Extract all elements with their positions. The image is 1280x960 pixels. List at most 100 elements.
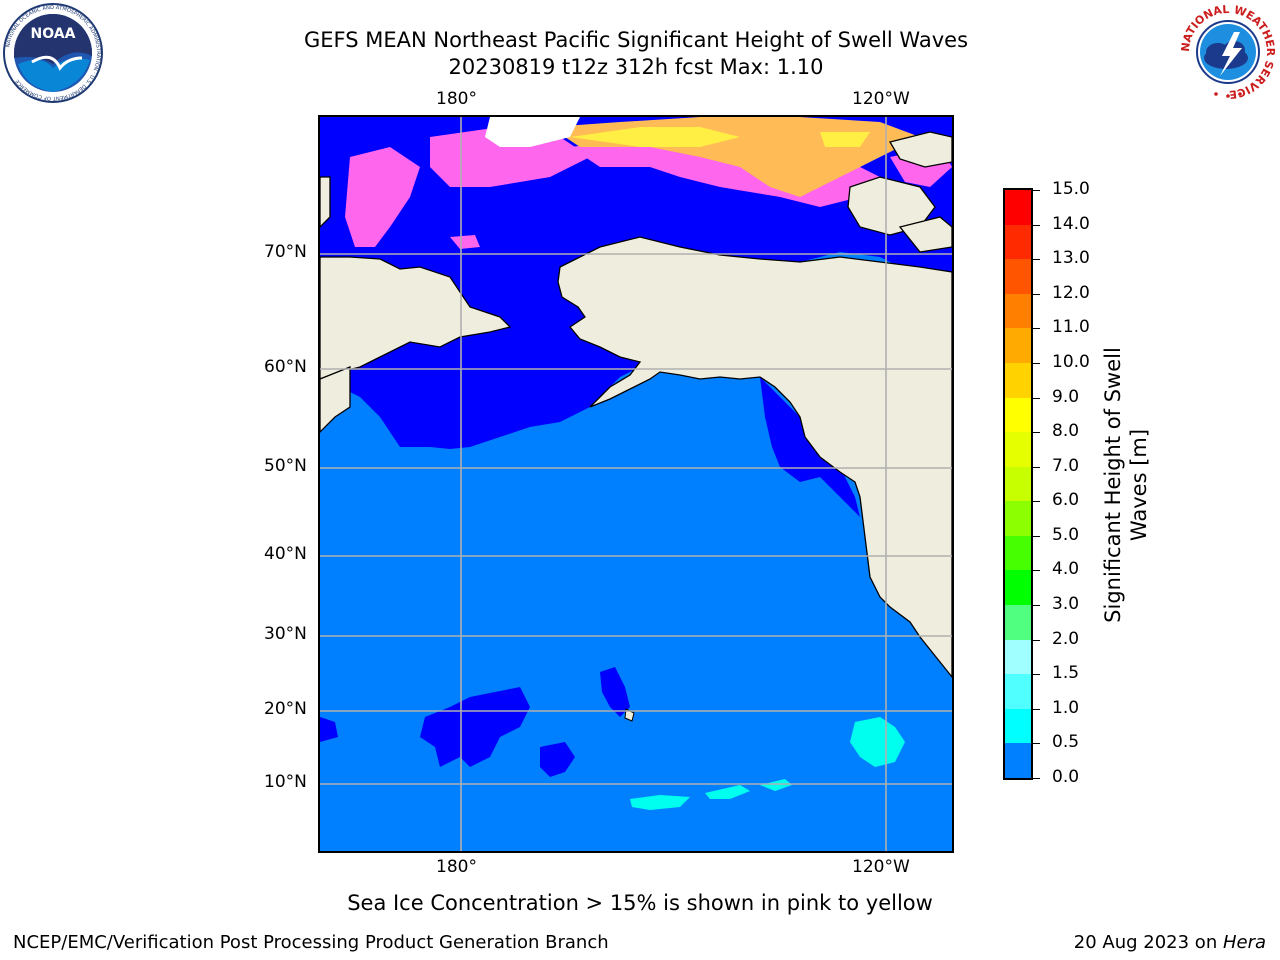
colorbar-tick-label: 7.0 <box>1052 455 1080 476</box>
land-north-america <box>557 236 952 679</box>
cyan-patch-1 <box>850 717 905 767</box>
lat-label-40n: 40°N <box>264 544 307 564</box>
colorbar <box>1003 188 1033 780</box>
lon-label-bottom-120w: 120°W <box>852 857 910 877</box>
colorbar-segment <box>1005 259 1031 295</box>
colorbar-tick-label: 14.0 <box>1052 213 1090 234</box>
lat-label-50n: 50°N <box>264 456 307 476</box>
colorbar-tick-label: 0.0 <box>1052 767 1080 787</box>
colorbar-tick-mark <box>1033 397 1040 399</box>
colorbar-segment <box>1005 570 1031 606</box>
colorbar-tick-label: 1.5 <box>1052 663 1080 684</box>
colorbar-tick-mark <box>1033 432 1040 434</box>
map-title-line2: 20230819 t12z 312h fcst Max: 1.10 <box>448 55 824 79</box>
map-panel <box>318 115 954 853</box>
colorbar-segment <box>1005 639 1031 675</box>
cyan-patch-3 <box>705 785 750 799</box>
colorbar-tick-label: 1.0 <box>1052 697 1080 718</box>
colorbar-label-line2: Waves [m] <box>1127 428 1151 542</box>
colorbar-segment <box>1005 743 1031 779</box>
colorbar-tick-label: 2.0 <box>1052 628 1080 649</box>
lat-label-30n: 30°N <box>264 624 307 644</box>
noaa-logo-text: NOAA <box>31 26 76 42</box>
colorbar-tick-label: 9.0 <box>1052 386 1080 407</box>
map-gridlines <box>320 117 952 851</box>
colorbar-segment <box>1005 328 1031 364</box>
colorbar-tick-mark <box>1033 639 1040 641</box>
colorbar-tick-mark <box>1033 466 1040 468</box>
colorbar-tick-label: 3.0 <box>1052 594 1080 615</box>
colorbar-tick-label: 0.5 <box>1052 732 1080 753</box>
lon-label-top-180: 180° <box>436 89 477 109</box>
land-siberia <box>320 256 512 380</box>
cyan-patch-4 <box>760 779 792 791</box>
ice-yellow-2 <box>820 132 870 147</box>
colorbar-tick-label: 5.0 <box>1052 524 1080 545</box>
colorbar-segment <box>1005 190 1031 226</box>
colorbar-tick-mark <box>1033 224 1040 226</box>
footer-machine: Hera <box>1222 932 1266 953</box>
colorbar-label-line1: Significant Height of Swell <box>1101 347 1125 623</box>
low-swell-blob-1 <box>420 687 530 767</box>
colorbar-tick-label: 15.0 <box>1052 179 1090 199</box>
colorbar-segment <box>1005 708 1031 744</box>
lon-label-bottom-180: 180° <box>436 857 477 877</box>
colorbar-tick-label: 12.0 <box>1052 282 1090 303</box>
colorbar-segment <box>1005 432 1031 468</box>
colorbar-tick-mark <box>1033 605 1040 607</box>
colorbar-tick-label: 8.0 <box>1052 421 1080 442</box>
colorbar-segment <box>1005 293 1031 329</box>
colorbar-tick-label: 13.0 <box>1052 248 1090 269</box>
colorbar-tick-mark <box>1033 293 1040 295</box>
footer-date: 20 Aug 2023 on Hera <box>1074 932 1266 953</box>
low-swell-blob-2 <box>540 742 575 777</box>
nws-logo: NATIONAL WEATHER SERVICE <box>1179 3 1277 101</box>
land-arctic-island-2 <box>888 131 952 168</box>
lon-label-top-120w: 120°W <box>852 89 910 109</box>
colorbar-segment <box>1005 362 1031 399</box>
colorbar-tick-mark <box>1033 674 1040 676</box>
colorbar-tick-mark <box>1033 259 1040 261</box>
low-swell-blob-4 <box>320 717 338 742</box>
map-title-line1: GEFS MEAN Northeast Pacific Significant … <box>303 28 969 52</box>
noaa-logo: NOAA NATIONAL OCEANIC AND ATMOSPHERIC AD… <box>3 3 103 103</box>
lat-label-20n: 20°N <box>264 699 307 719</box>
polar-white <box>485 117 580 147</box>
colorbar-tick-label: 10.0 <box>1052 351 1090 372</box>
footer-date-text: 20 Aug 2023 on <box>1073 932 1223 953</box>
lat-label-10n: 10°N <box>264 772 307 792</box>
colorbar-tick-label: 11.0 <box>1052 317 1090 338</box>
land-arctic-island-3 <box>898 216 952 253</box>
footer-credit: NCEP/EMC/Verification Post Processing Pr… <box>13 932 609 953</box>
map-canvas <box>320 117 952 851</box>
colorbar-label: Significant Height of Swell Waves [m] <box>1100 305 1156 665</box>
colorbar-segment <box>1005 605 1031 641</box>
colorbar-tick-label: 4.0 <box>1052 559 1080 580</box>
colorbar-tick-mark <box>1033 501 1040 503</box>
land-wrangel <box>320 176 331 228</box>
lat-label-70n: 70°N <box>264 242 307 262</box>
low-swell-blob-3 <box>600 667 630 717</box>
colorbar-segment <box>1005 535 1031 571</box>
colorbar-tick-mark <box>1033 743 1040 745</box>
colorbar-tick-label: 6.0 <box>1052 490 1080 511</box>
colorbar-segment <box>1005 501 1031 537</box>
lat-label-60n: 60°N <box>264 357 307 377</box>
colorbar-segment <box>1005 674 1031 710</box>
colorbar-segment <box>1005 224 1031 260</box>
colorbar-tick-mark <box>1033 328 1040 330</box>
colorbar-segment <box>1005 397 1031 433</box>
ice-yellow-1 <box>570 127 740 147</box>
colorbar-tick-mark <box>1033 570 1040 572</box>
colorbar-tick-mark <box>1033 778 1040 779</box>
cyan-patch-2 <box>630 795 690 810</box>
colorbar-tick-mark <box>1033 190 1040 191</box>
ice-pink-5 <box>450 235 480 249</box>
low-swell-gulf <box>760 377 860 517</box>
colorbar-tick-mark <box>1033 708 1040 710</box>
colorbar-tick-mark <box>1033 535 1040 537</box>
map-caption: Sea Ice Concentration > 15% is shown in … <box>347 891 933 915</box>
colorbar-segment <box>1005 466 1031 502</box>
ice-pink-1 <box>345 147 420 247</box>
colorbar-tick-mark <box>1033 362 1040 364</box>
